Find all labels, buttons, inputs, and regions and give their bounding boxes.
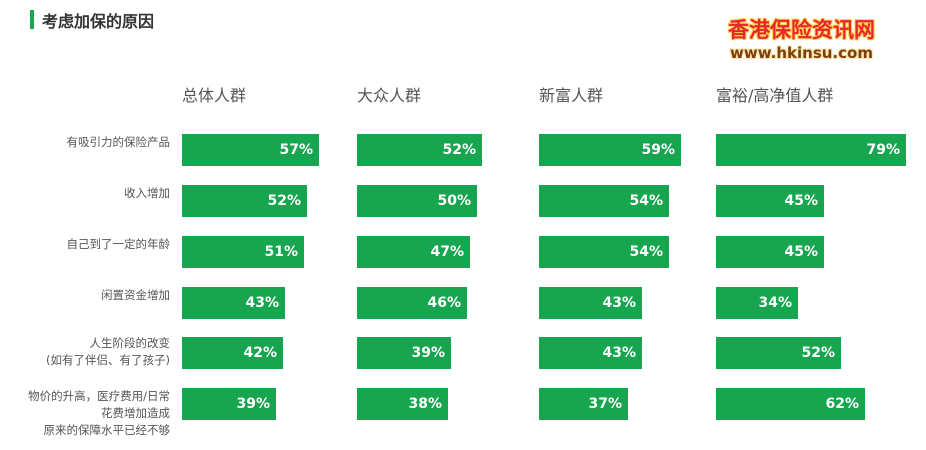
bar: 59% [539,134,681,166]
data-label: 52% [801,345,835,361]
data-label: 45% [784,244,818,260]
data-label: 45% [784,193,818,209]
category-label: 自己到了一定的年龄 [0,236,171,253]
data-label: 52% [267,193,301,209]
bar: 39% [182,388,276,420]
data-label: 37% [588,396,622,412]
bar: 52% [357,134,482,166]
category-label-line: 人生阶段的改变 [89,336,171,350]
watermark-url: www.hkinsu.com [730,44,873,62]
bar: 42% [182,337,283,369]
data-label: 54% [629,193,663,209]
category-label-line: (如有了伴侣、有了孩子) [46,353,170,367]
data-label: 79% [866,142,900,158]
bar: 38% [357,388,448,420]
data-label: 52% [442,142,476,158]
data-label: 34% [758,295,792,311]
category-label-line: 自己到了一定的年龄 [66,237,171,251]
bar: 54% [539,185,669,217]
category-label: 收入增加 [0,185,170,202]
data-label: 51% [264,244,298,260]
bar: 51% [182,236,304,268]
bar: 47% [357,236,470,268]
data-label: 47% [430,244,464,260]
category-label-line: 有吸引力的保险产品 [66,135,171,149]
bar: 46% [357,287,467,319]
category-label-line: 花费增加造成 [101,406,170,420]
category-label-line: 收入增加 [124,186,170,200]
data-label: 54% [629,244,663,260]
bar: 43% [182,287,285,319]
category-label-line: 闲置资金增加 [101,288,170,302]
group-header: 大众人群 [357,86,422,105]
data-label: 43% [245,295,279,311]
bar: 57% [182,134,319,166]
category-label: 物价的升高，医疗费用/日常花费增加造成原来的保障水平已经不够 [0,388,170,439]
data-label: 43% [602,295,636,311]
watermark-logo: 香港保险资讯网 www.hkinsu.com [714,18,889,62]
bar: 43% [539,287,642,319]
data-label: 46% [427,295,461,311]
bar: 34% [716,287,798,319]
group-header: 总体人群 [182,86,247,105]
category-label: 闲置资金增加 [0,287,170,304]
data-label: 42% [243,345,277,361]
category-label-line: 物价的升高，医疗费用/日常 [28,389,170,403]
data-label: 57% [279,142,313,158]
data-label: 39% [236,396,270,412]
category-label: 有吸引力的保险产品 [0,134,171,151]
page-title: 考虑加保的原因 [42,12,155,31]
data-label: 50% [437,193,471,209]
data-label: 62% [825,396,859,412]
watermark-name: 香港保险资讯网 [728,18,875,42]
data-label: 39% [411,345,445,361]
bar: 39% [357,337,451,369]
bar: 79% [716,134,906,166]
bar: 37% [539,388,628,420]
category-label: 人生阶段的改变 (如有了伴侣、有了孩子) [0,335,170,369]
data-label: 43% [602,345,636,361]
group-header: 新富人群 [539,86,604,105]
bar: 45% [716,236,824,268]
bar: 52% [182,185,307,217]
bar: 54% [539,236,669,268]
bar: 45% [716,185,824,217]
title-accent-bar [30,10,34,29]
bar: 52% [716,337,841,369]
bar: 43% [539,337,642,369]
data-label: 59% [641,142,675,158]
group-header: 富裕/高净值人群 [716,86,834,105]
bar: 50% [357,185,477,217]
data-label: 38% [408,396,442,412]
category-label-line: 原来的保障水平已经不够 [43,423,171,437]
bar: 62% [716,388,865,420]
